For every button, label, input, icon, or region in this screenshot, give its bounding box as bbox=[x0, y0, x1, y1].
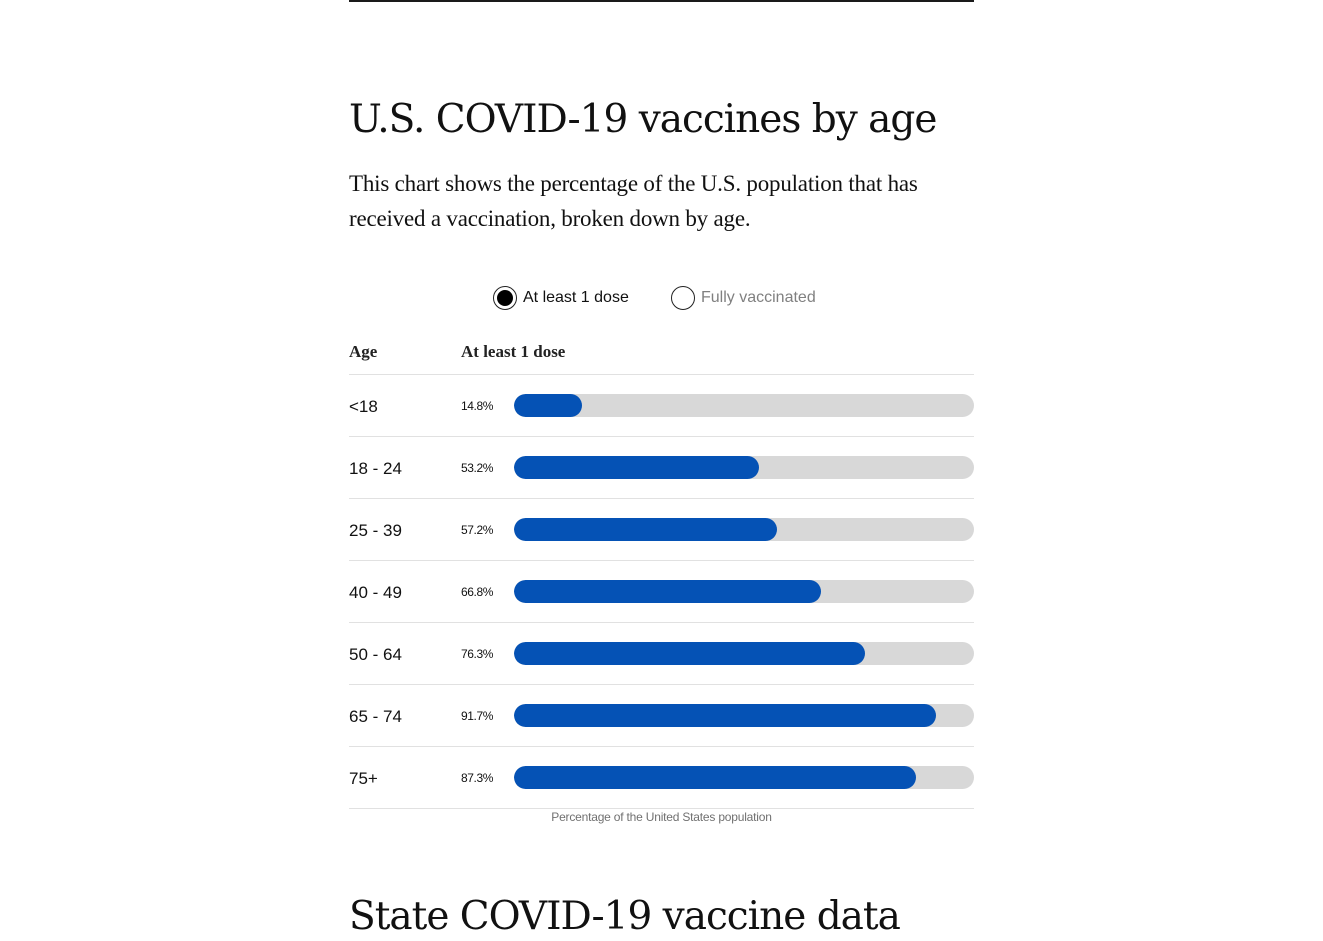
bar-track bbox=[514, 704, 974, 727]
data-label: 91.7% bbox=[461, 709, 494, 723]
bar bbox=[514, 518, 778, 541]
category-label: 40 - 49 bbox=[349, 583, 402, 602]
top-divider bbox=[349, 0, 974, 2]
bar-track bbox=[514, 394, 974, 417]
category-label: 18 - 24 bbox=[349, 459, 402, 478]
chart-subtitle: This chart shows the percentage of the U… bbox=[349, 171, 918, 231]
category-label: <18 bbox=[349, 397, 378, 416]
bar-row: 50 - 64 76.3% bbox=[349, 622, 974, 684]
category-label: 25 - 39 bbox=[349, 521, 402, 540]
bar bbox=[514, 580, 822, 603]
bar-row: 75+ 87.3% bbox=[349, 746, 974, 809]
bar-track bbox=[514, 518, 974, 541]
data-label: 57.2% bbox=[461, 523, 494, 537]
next-section-title: State COVID-19 vaccine data bbox=[349, 894, 901, 939]
data-label: 14.8% bbox=[461, 399, 494, 413]
radio-unselected-icon[interactable] bbox=[671, 286, 695, 310]
bar-row: 40 - 49 66.8% bbox=[349, 560, 974, 622]
chart-title: U.S. COVID-19 vaccines by age bbox=[349, 97, 937, 142]
bar bbox=[514, 766, 916, 789]
bar-row: <18 14.8% bbox=[349, 374, 974, 436]
toggle-label-dose: At least 1 dose bbox=[523, 289, 629, 306]
radio-selected-icon[interactable] bbox=[493, 286, 517, 310]
toggle-at-least-one-dose[interactable]: At least 1 dose bbox=[493, 286, 629, 310]
bar-track bbox=[514, 642, 974, 665]
bar-track bbox=[514, 580, 974, 603]
bar bbox=[514, 704, 936, 727]
bar-track bbox=[514, 766, 974, 789]
bar-row: 25 - 39 57.2% bbox=[349, 498, 974, 560]
bar-row: 65 - 74 91.7% bbox=[349, 684, 974, 746]
bar bbox=[514, 456, 759, 479]
bar bbox=[514, 394, 583, 417]
data-label: 87.3% bbox=[461, 771, 494, 785]
bar-track bbox=[514, 456, 974, 479]
column-header-value: At least 1 dose bbox=[461, 342, 566, 361]
toggle-fully-vaccinated[interactable]: Fully vaccinated bbox=[671, 286, 816, 310]
category-label: 75+ bbox=[349, 769, 378, 788]
data-label: 66.8% bbox=[461, 585, 494, 599]
bar-row: 18 - 24 53.2% bbox=[349, 436, 974, 498]
data-label: 76.3% bbox=[461, 647, 494, 661]
toggle-label-full: Fully vaccinated bbox=[701, 289, 816, 306]
bar-rows: <18 14.8% 18 - 24 53.2% 25 - 39 57.2% 40 - 49 6… bbox=[349, 374, 974, 809]
category-label: 50 - 64 bbox=[349, 645, 402, 664]
column-header-age: Age bbox=[349, 342, 378, 361]
data-label: 53.2% bbox=[461, 461, 494, 475]
bar bbox=[514, 642, 865, 665]
category-label: 65 - 74 bbox=[349, 707, 402, 726]
x-axis-label: Percentage of the United States populati… bbox=[551, 810, 772, 824]
